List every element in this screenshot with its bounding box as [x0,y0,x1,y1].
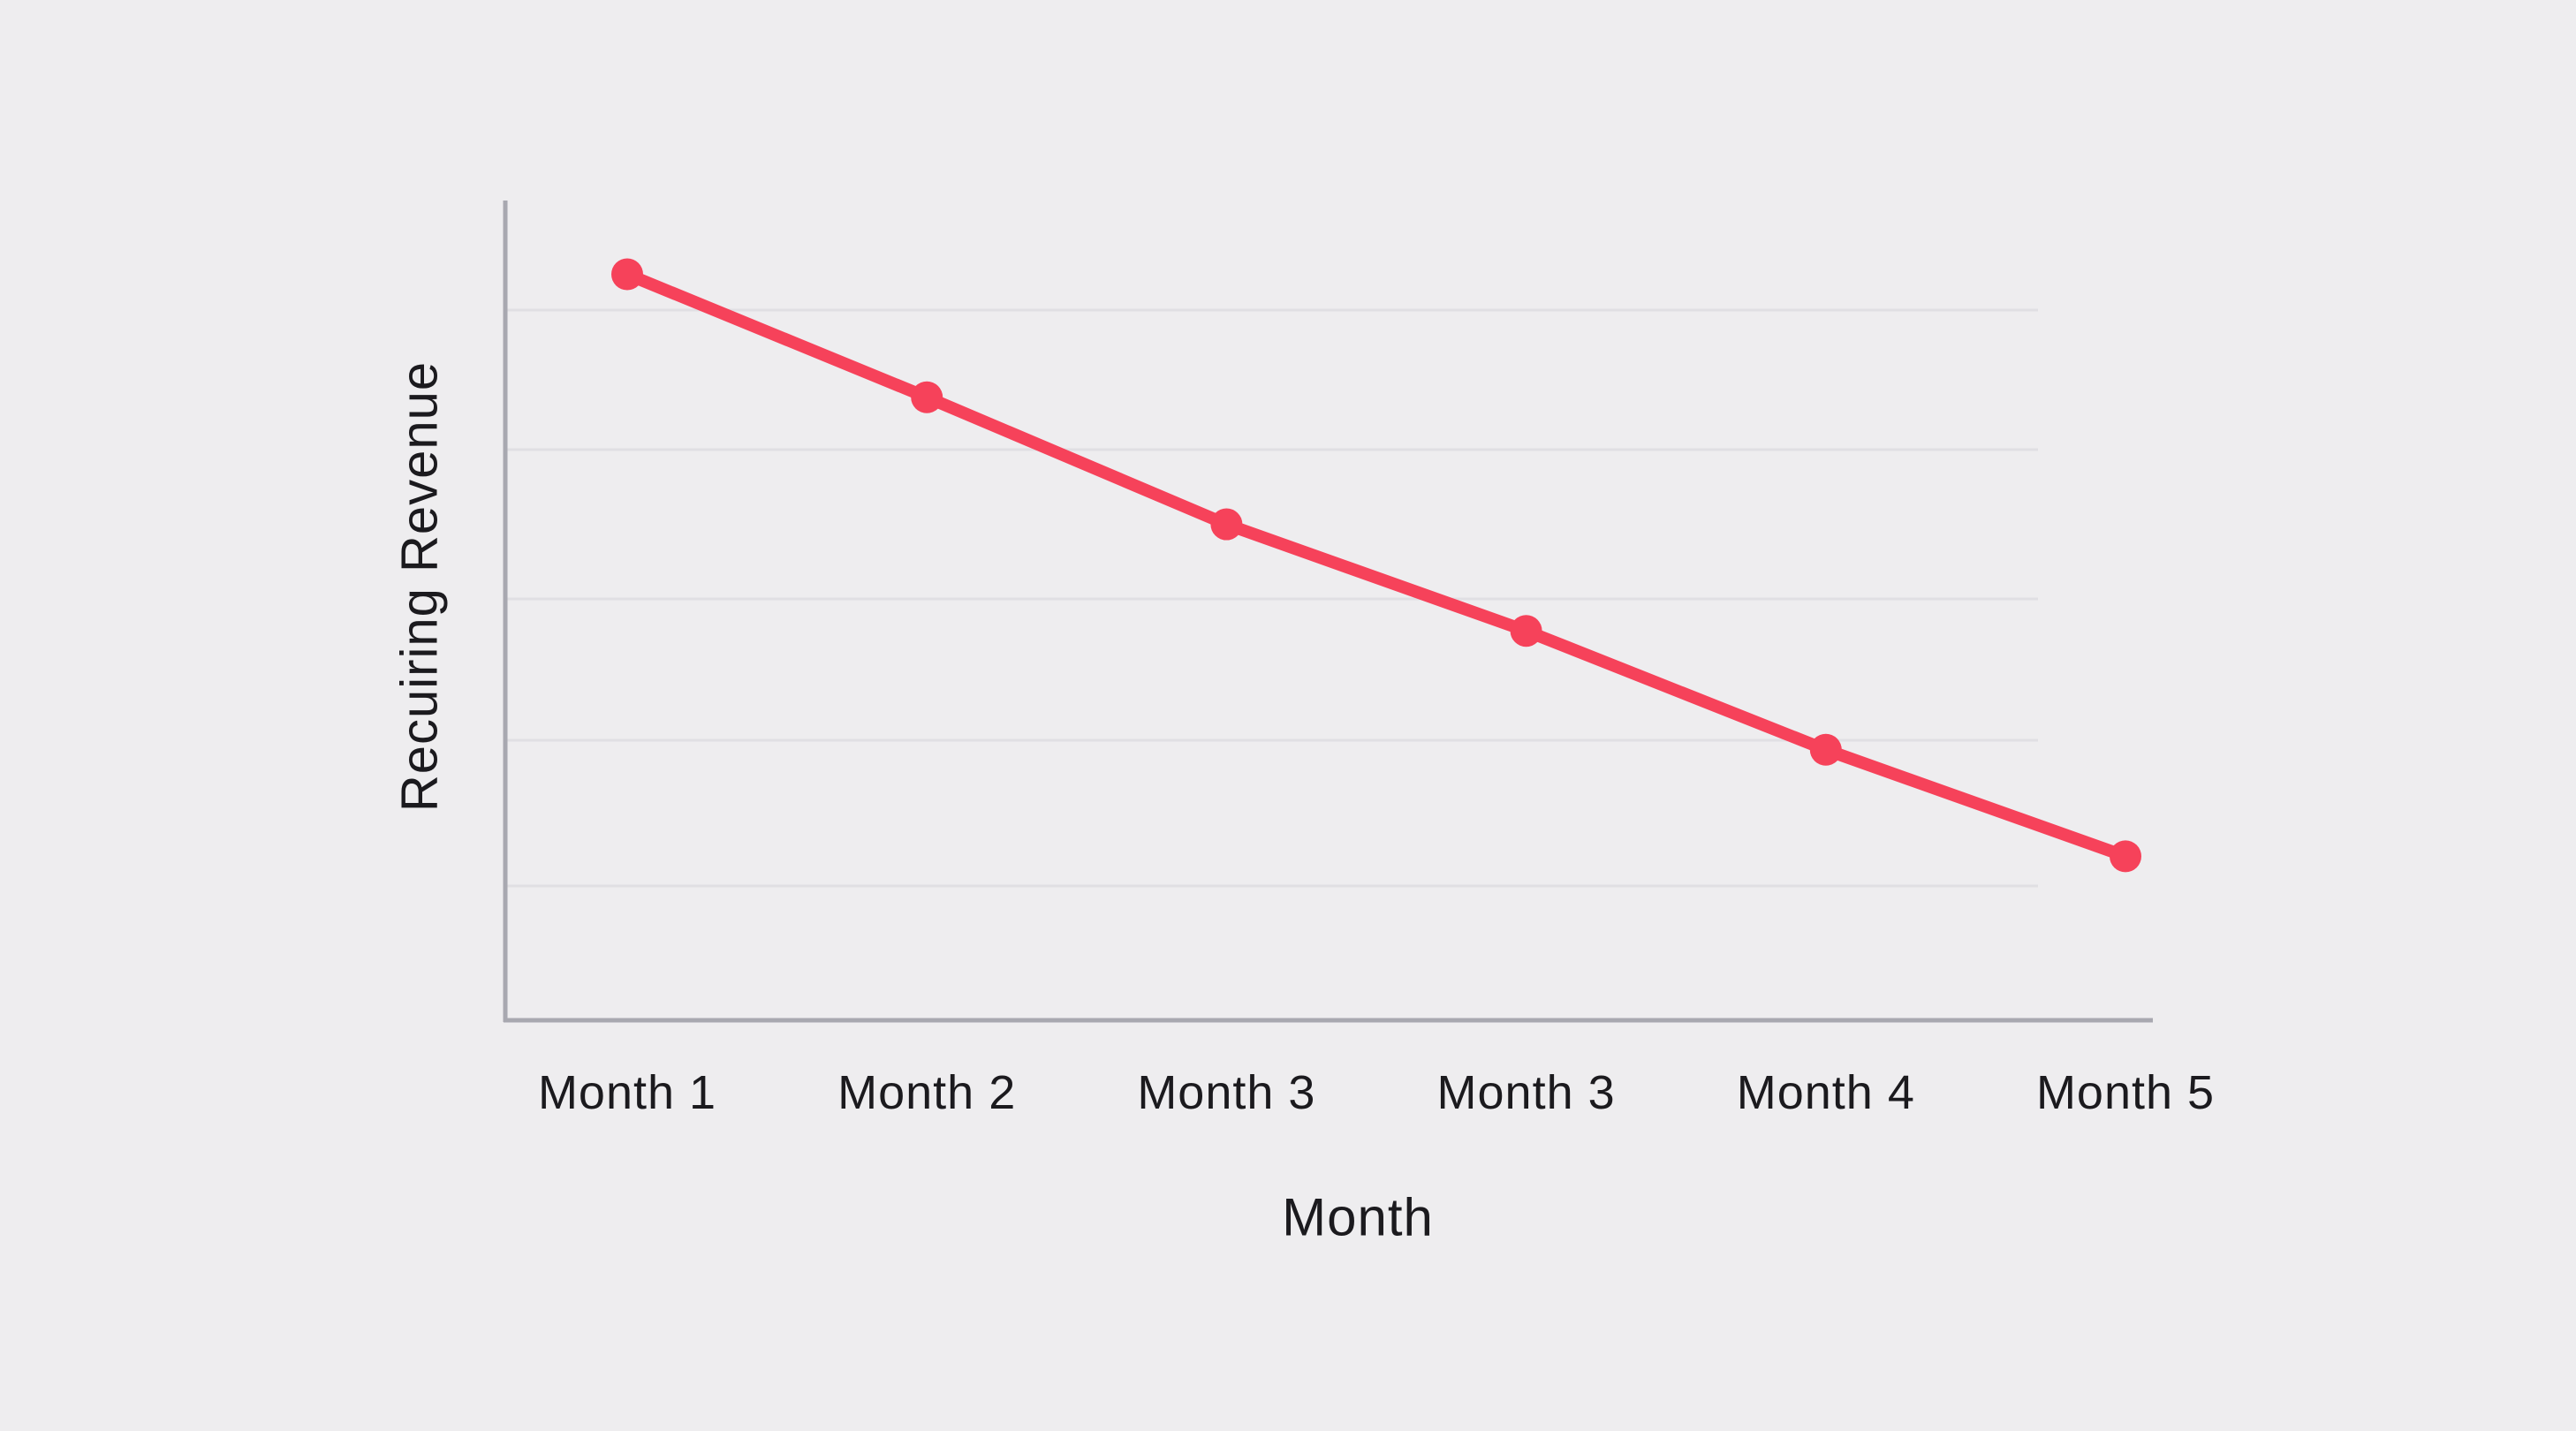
data-point [2110,840,2141,873]
x-tick-label: Month 5 [2035,1066,2216,1119]
x-tick-label: Month 2 [837,1066,1017,1119]
x-tick-label: Month 3 [1436,1066,1616,1119]
data-point [911,381,943,413]
data-point [611,258,643,291]
axes-group [503,201,2153,1023]
x-axis-title: Month [1282,1187,1434,1247]
y-axis-title: Recuiring Revenue [390,360,449,813]
data-point [1510,615,1542,647]
x-tick-label: Month 3 [1137,1066,1316,1119]
data-point [1809,733,1842,766]
series-group [611,258,2141,873]
revenue-line [621,268,2132,863]
data-point [1210,508,1243,541]
gridlines-group [505,308,2038,888]
x-tick-label: Month 4 [1736,1066,1915,1119]
x-tick-label: Month 1 [537,1066,717,1119]
